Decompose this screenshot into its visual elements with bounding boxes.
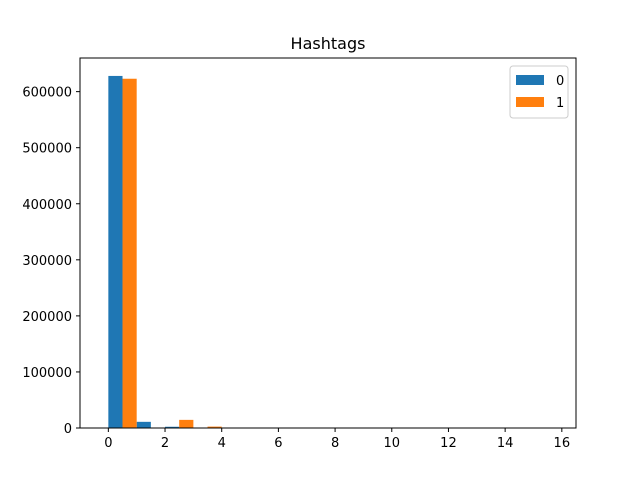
x-tick-label-8: 8 <box>331 436 339 451</box>
x-tick-label-0: 0 <box>104 436 112 451</box>
bar-series-1-x-0 <box>122 78 137 428</box>
plot-frame <box>79 57 577 429</box>
x-tick-label-6: 6 <box>274 436 282 451</box>
legend-swatch-1 <box>516 97 544 107</box>
x-tick-label-12: 12 <box>440 436 457 451</box>
legend-swatch-0 <box>516 75 544 85</box>
y-tick-label-400000: 400000 <box>22 198 72 213</box>
x-tick-label-2: 2 <box>161 436 169 451</box>
y-tick-label-300000: 300000 <box>22 254 72 269</box>
bar-series-0-x-2 <box>165 426 180 428</box>
y-tick-label-500000: 500000 <box>22 142 72 157</box>
chart-title: Hashtags <box>291 34 366 53</box>
axes-group: 0 2 4 6 8 10 12 14 16010000020000030000040000050… <box>22 57 577 451</box>
legend-label-1: 1 <box>556 96 564 111</box>
x-tick-label-10: 10 <box>383 436 400 451</box>
legend-label-0: 0 <box>556 74 564 89</box>
x-tick-label-4: 4 <box>218 436 226 451</box>
y-tick-label-200000: 200000 <box>22 310 72 325</box>
legend: 01 <box>509 65 569 119</box>
x-tick-label-14: 14 <box>497 436 514 451</box>
y-tick-label-600000: 600000 <box>22 86 72 101</box>
bars-group <box>108 75 506 428</box>
x-tick-label-16: 16 <box>554 436 571 451</box>
y-tick-label-0: 0 <box>64 422 72 437</box>
y-tick-label-100000: 100000 <box>22 366 72 381</box>
bar-series-1-x-3 <box>207 426 222 428</box>
bar-series-0-x-1 <box>136 421 151 428</box>
bar-series-1-x-2 <box>179 419 194 428</box>
bar-series-0-x-0 <box>108 75 123 428</box>
